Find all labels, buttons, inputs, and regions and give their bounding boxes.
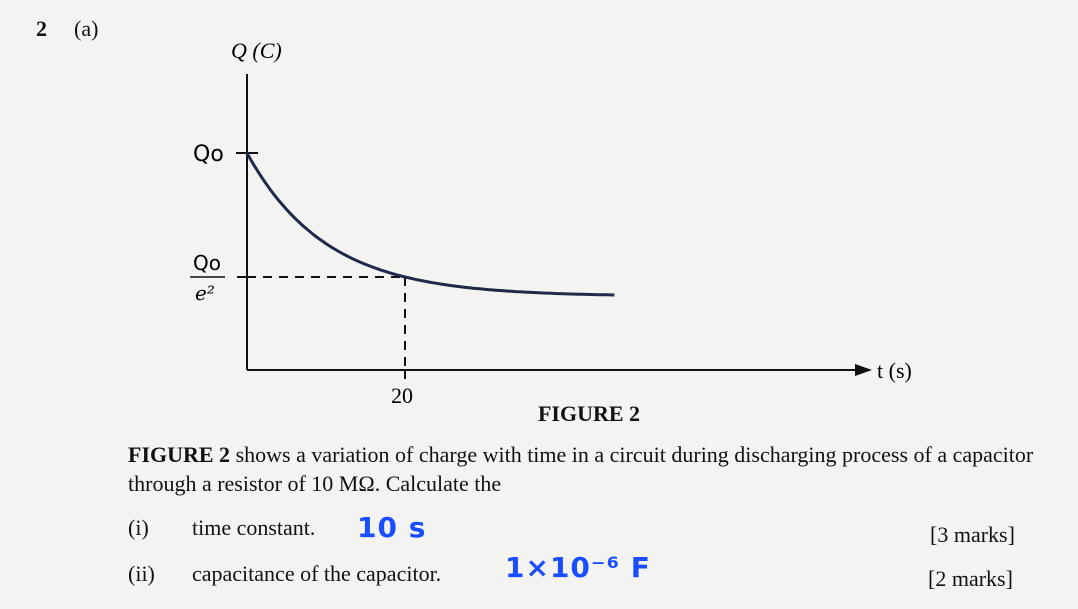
x-axis-label: t (s) bbox=[877, 358, 912, 383]
y-tick-label-Qo-over-e2-denominator: e² bbox=[195, 281, 215, 305]
x-tick-label-20: 20 bbox=[391, 383, 413, 408]
y-tick-label-Qo: Qo bbox=[193, 142, 224, 167]
question-paragraph: FIGURE 2 shows a variation of charge wit… bbox=[128, 440, 1048, 498]
marks-ii: [2 marks] bbox=[928, 566, 1013, 592]
y-tick-label-Qo-over-e2-numerator: Qo bbox=[193, 251, 221, 275]
subquestion-ii-text: capacitance of the capacitor. bbox=[192, 561, 442, 586]
marks-i: [3 marks] bbox=[930, 522, 1015, 548]
y-axis-label: Q (C) bbox=[231, 38, 282, 63]
paragraph-text: shows a variation of charge with time in… bbox=[128, 442, 1034, 496]
marks-ii-text: [2 marks] bbox=[928, 566, 1013, 591]
figure-reference: FIGURE 2 bbox=[128, 442, 231, 467]
charge-time-graph: Q (C) t (s) 20 Qo Qo e² bbox=[190, 38, 912, 408]
figure-caption: FIGURE 2 bbox=[537, 401, 641, 426]
x-axis-arrow-icon bbox=[855, 364, 872, 376]
handwritten-answer-i: 10 s bbox=[357, 511, 427, 544]
question-part: (a) bbox=[74, 16, 99, 41]
subquestion-ii-label: (ii) bbox=[128, 561, 155, 586]
question-number: 2 bbox=[36, 16, 47, 41]
subquestion-i-text: time constant. bbox=[192, 515, 316, 540]
handwritten-answer-ii: 1×10⁻⁶ F bbox=[505, 551, 651, 584]
decay-curve bbox=[245, 152, 615, 297]
marks-i-text: [3 marks] bbox=[930, 522, 1015, 547]
subquestion-i-label: (i) bbox=[128, 515, 149, 540]
